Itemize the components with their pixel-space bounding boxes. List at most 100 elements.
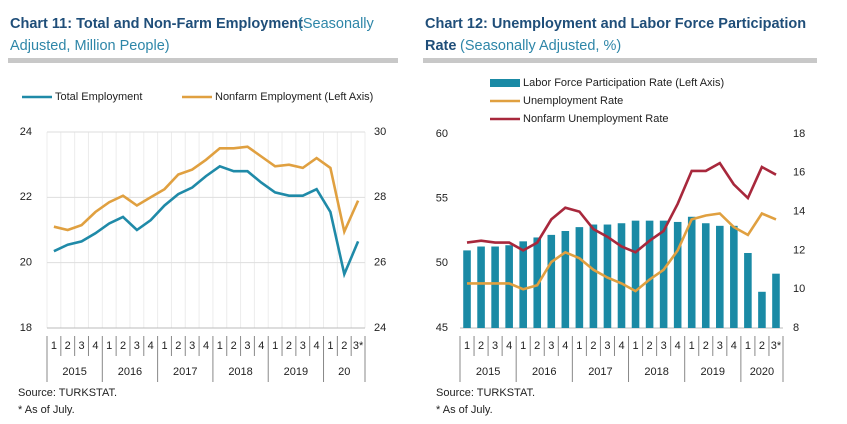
- x-tick-label: 1: [520, 340, 526, 352]
- x-tick-label: 4: [203, 340, 209, 352]
- y2-tick-label: 24: [374, 322, 386, 334]
- bar: [673, 221, 682, 328]
- x-tick-label: 4: [314, 340, 320, 352]
- x-tick-label: 2: [703, 340, 709, 352]
- year-label: 2017: [173, 366, 197, 378]
- x-tick-label: 1: [327, 340, 333, 352]
- x-tick-label: 1: [689, 340, 695, 352]
- bar: [547, 234, 556, 328]
- bar: [561, 231, 570, 328]
- y2-tick-label: 8: [793, 322, 799, 334]
- chart-title: Chart 12: Unemployment and Labor Force P…: [425, 16, 806, 32]
- note: * As of July.: [18, 404, 75, 416]
- bar: [491, 246, 499, 328]
- y-tick-label: 24: [20, 126, 32, 138]
- x-tick-label: 2: [478, 340, 484, 352]
- chart-title: Rate: [425, 38, 456, 54]
- bar: [716, 225, 724, 328]
- x-tick-label: 1: [272, 340, 278, 352]
- x-tick-label: 3: [79, 340, 85, 352]
- legend-label: Nonfarm Unemployment Rate: [523, 113, 669, 125]
- x-tick-label: 2: [759, 340, 765, 352]
- x-tick-label: 4: [92, 340, 98, 352]
- year-label: 2016: [118, 366, 142, 378]
- y-tick-label: 50: [436, 257, 448, 269]
- bar: [744, 252, 752, 328]
- y2-tick-label: 14: [793, 206, 805, 218]
- y-tick-label: 60: [436, 128, 448, 140]
- y2-tick-label: 18: [793, 128, 805, 140]
- bar: [575, 227, 584, 328]
- x-tick-label: 2: [341, 340, 347, 352]
- year-label: 2017: [588, 366, 612, 378]
- x-tick-label: 4: [148, 340, 154, 352]
- x-tick-label: 4: [675, 340, 681, 352]
- x-tick-label: 3: [244, 340, 250, 352]
- x-tick-label: 1: [745, 340, 751, 352]
- x-tick-label: 1: [576, 340, 582, 352]
- title-rule: [8, 58, 398, 63]
- x-tick-label: 1: [217, 340, 223, 352]
- legend-swatch: [490, 79, 520, 87]
- x-tick-label: 1: [632, 340, 638, 352]
- year-label: 2016: [532, 366, 556, 378]
- x-tick-label: 2: [286, 340, 292, 352]
- x-tick-label: 2: [175, 340, 181, 352]
- year-label: 2015: [62, 366, 86, 378]
- year-label: 2020: [750, 366, 774, 378]
- bar: [617, 223, 626, 328]
- x-tick-label: 3*: [771, 340, 782, 352]
- legend-label: Nonfarm Employment (Left Axis): [215, 91, 373, 103]
- bar: [631, 220, 640, 328]
- year-label: 2018: [228, 366, 252, 378]
- bar: [505, 245, 513, 328]
- bar: [463, 250, 471, 328]
- bar: [645, 220, 654, 328]
- bar: [772, 273, 780, 328]
- x-tick-label: 3*: [353, 340, 364, 352]
- bar: [730, 225, 738, 328]
- y-tick-label: 22: [20, 191, 32, 203]
- legend-label: Unemployment Rate: [523, 95, 623, 107]
- x-tick-label: 2: [231, 340, 237, 352]
- x-tick-label: 4: [618, 340, 624, 352]
- line-series: [466, 161, 777, 254]
- chart-subtitle: (Seasonally Adjusted, Million People): [10, 16, 375, 54]
- x-tick-label: 4: [506, 340, 512, 352]
- x-tick-label: 1: [51, 340, 57, 352]
- x-tick-label: 2: [65, 340, 71, 352]
- x-tick-label: 3: [492, 340, 498, 352]
- x-tick-label: 3: [134, 340, 140, 352]
- source: Source: TURKSTAT.: [436, 387, 535, 399]
- line-series: [53, 164, 360, 279]
- x-tick-label: 4: [562, 340, 568, 352]
- legend-label: Labor Force Participation Rate (Left Axi…: [523, 77, 724, 89]
- y2-tick-label: 12: [793, 244, 805, 256]
- bar: [519, 241, 527, 328]
- bar: [687, 216, 696, 328]
- x-tick-label: 2: [120, 340, 126, 352]
- x-tick-label: 3: [661, 340, 667, 352]
- year-label: 2015: [476, 366, 500, 378]
- x-tick-label: 3: [300, 340, 306, 352]
- bar: [659, 220, 668, 328]
- y-tick-label: 45: [436, 322, 448, 334]
- x-tick-label: 3: [604, 340, 610, 352]
- note: * As of July.: [436, 404, 493, 416]
- x-tick-label: 3: [717, 340, 723, 352]
- title-rule: [423, 58, 817, 63]
- chart-title: Chart 11: Total and Non-Farm Employment: [10, 16, 303, 32]
- x-tick-label: 4: [258, 340, 264, 352]
- y2-tick-label: 10: [793, 283, 805, 295]
- y-tick-label: 18: [20, 322, 32, 334]
- line-series: [467, 211, 777, 293]
- x-tick-label: 2: [590, 340, 596, 352]
- bar: [477, 246, 485, 328]
- bar: [701, 223, 710, 328]
- x-tick-label: 1: [464, 340, 470, 352]
- year-label: 2018: [644, 366, 668, 378]
- y2-tick-label: 28: [374, 191, 386, 203]
- y2-tick-label: 16: [793, 167, 805, 179]
- bar: [589, 224, 598, 328]
